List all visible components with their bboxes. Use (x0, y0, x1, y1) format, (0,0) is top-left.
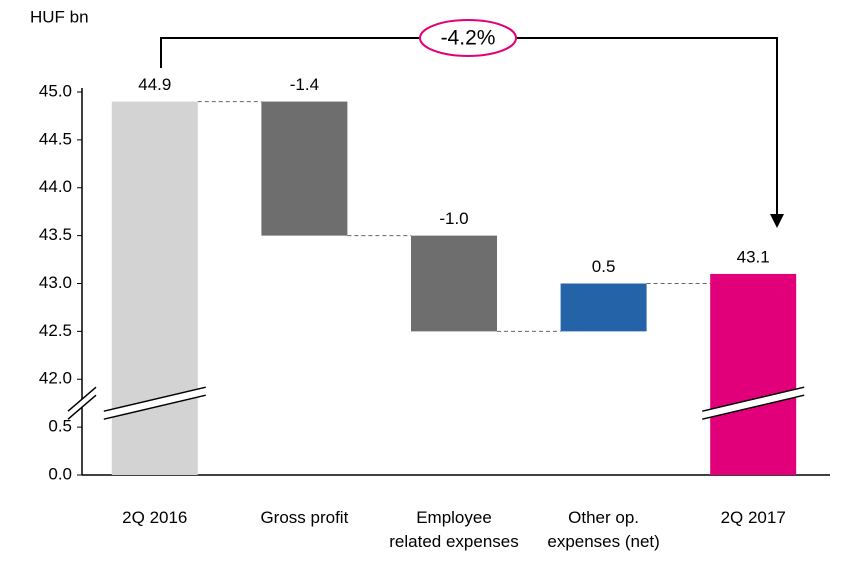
change-bar (411, 235, 497, 332)
y-tick-label: 0.5 (48, 417, 72, 436)
axis-break-line (702, 394, 805, 420)
annotation-badge (419, 19, 517, 57)
axis-break (103, 387, 206, 420)
annotation: -4.2% (441, 27, 496, 50)
value-label: 44.9 (138, 75, 171, 94)
y-tick-label: 42.5 (39, 321, 72, 340)
y-tick-label: 44.0 (39, 177, 72, 196)
axis-break-line (103, 394, 206, 420)
axis-break-line (103, 386, 206, 412)
axis-break (68, 387, 96, 420)
x-tick-label: 2Q 2017 (720, 508, 786, 527)
total-bar (111, 101, 198, 475)
y-tick-label: 43.5 (39, 225, 72, 244)
y-axis-label: HUF bn (30, 7, 89, 26)
change-bar (560, 283, 647, 332)
x-tick-label: Gross profit (260, 508, 349, 527)
total-bar (710, 273, 797, 475)
y-tick-label: 0.0 (48, 464, 72, 483)
y-tick-label: 43.0 (39, 273, 72, 292)
value-label: 0.5 (592, 257, 616, 276)
y-tick-label: 45.0 (39, 81, 72, 100)
axis-break-line (702, 386, 805, 412)
x-tick-label: 2Q 2016 (122, 508, 188, 527)
x-tick-label: Other op. expenses (net) (547, 508, 660, 551)
axis-break-line (67, 394, 97, 420)
value-label: -1.0 (439, 209, 468, 228)
axis-break (702, 387, 805, 420)
y-tick-label: 42.0 (39, 369, 72, 388)
change-bracket (160, 37, 778, 214)
x-tick-label: Employee related expenses (389, 508, 519, 551)
value-label: -1.4 (290, 75, 319, 94)
axis-break-line (67, 386, 97, 412)
change-bar (261, 101, 348, 236)
y-tick-label: 44.5 (39, 129, 72, 148)
arrow-head (770, 214, 784, 228)
value-label: 43.1 (737, 247, 770, 266)
